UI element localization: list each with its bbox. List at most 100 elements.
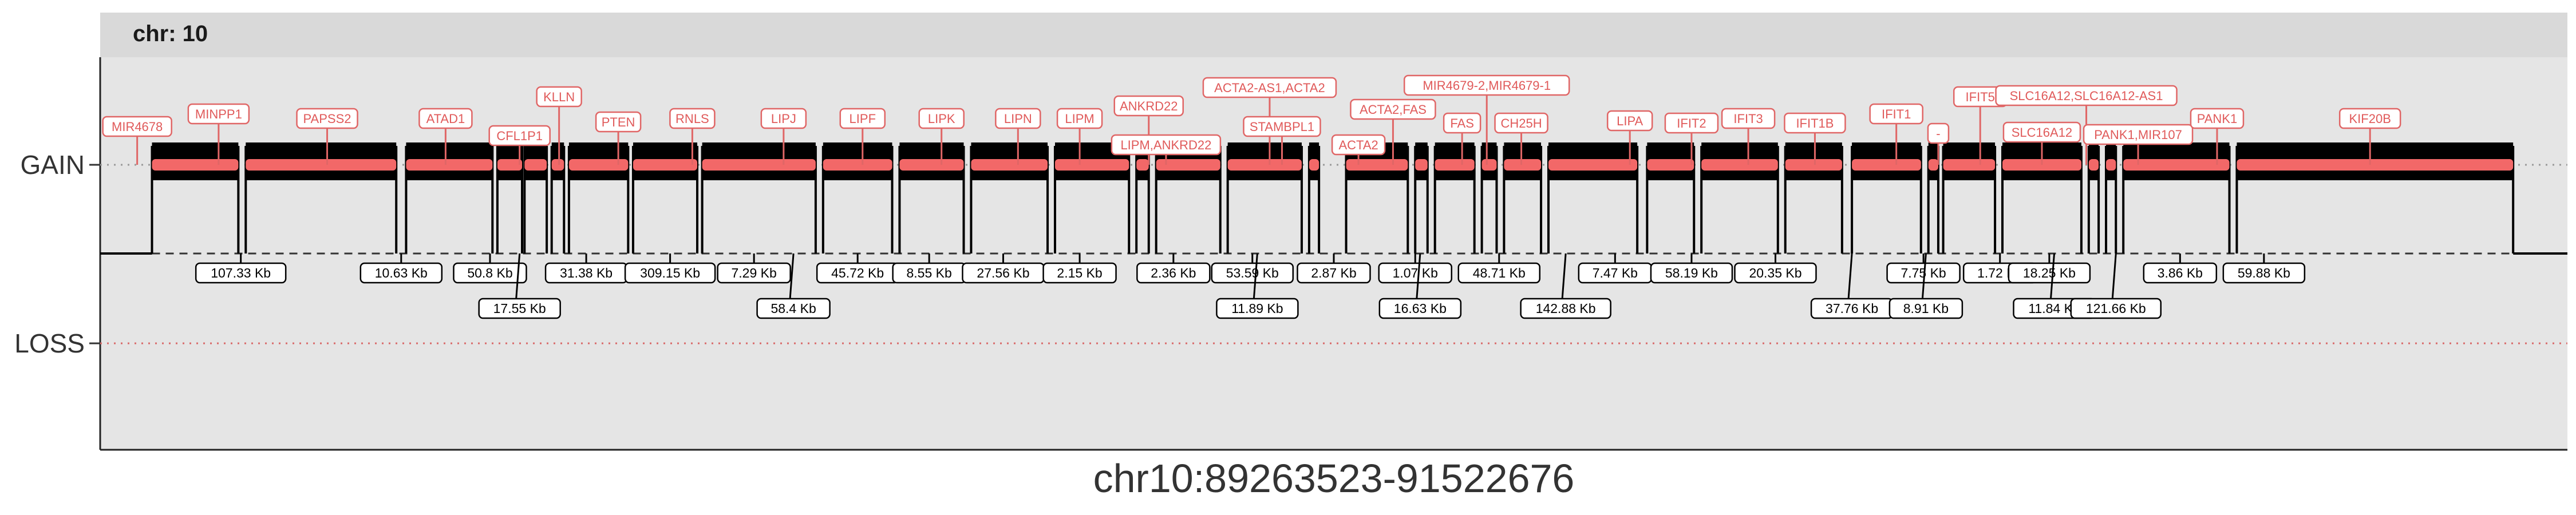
gain-segment	[702, 159, 816, 171]
gene-label: -	[1936, 126, 1940, 141]
gene-label: IFIT1B	[1796, 116, 1834, 130]
gap-label-box	[453, 262, 527, 284]
gene-label-box	[2083, 124, 2194, 145]
gap-annotations: 107.33 Kb 10.63 Kb 50.8 Kb 17.55 Kb 31.38 Kb…	[195, 253, 2306, 319]
gap-label-box	[2070, 298, 2162, 319]
gene-annotations: MIR4678 MINPP1 PAPSS2 ATAD1 CFL1P1 KLLN PTEN RN…	[102, 74, 2401, 165]
gene-label: MIR4679-2,MIR4679-1	[1423, 78, 1551, 93]
gene-label: LIPA	[1617, 114, 1643, 128]
gene-label: PTEN	[602, 115, 635, 129]
gene-label-box	[187, 103, 250, 125]
gap-label-box	[1650, 262, 1733, 284]
gap-label-box	[1457, 262, 1541, 284]
gap-label: 1.07 Kb	[1393, 266, 1438, 280]
gene-label: KLLN	[543, 90, 575, 104]
gap-label: 7.29 Kb	[732, 266, 777, 280]
gap-label: 2.15 Kb	[1057, 266, 1102, 280]
gap-label: 10.63 Kb	[375, 266, 428, 280]
gap-label: 17.55 Kb	[493, 301, 546, 316]
gain-segment	[1548, 159, 1638, 171]
gene-label: ANKRD22	[1120, 99, 1178, 113]
gene-label: CH25H	[1500, 116, 1542, 130]
gap-leader	[1847, 253, 1853, 299]
gene-label-box	[1494, 112, 1548, 134]
gene-label-box	[418, 108, 473, 129]
gap-label: 27.56 Kb	[977, 266, 1029, 280]
gap-label: 2.36 Kb	[1151, 266, 1196, 280]
gain-segment	[1156, 159, 1220, 171]
gene-label: IFIT2	[1677, 116, 1706, 130]
gap-label: 2.87 Kb	[1311, 266, 1356, 280]
gene-label-box	[1331, 134, 1386, 156]
gap-label: 58.4 Kb	[771, 301, 816, 316]
gain-segment	[1309, 159, 1319, 171]
gap-label: 31.38 Kb	[560, 266, 613, 280]
gap-label-box	[1211, 262, 1294, 284]
gap-label: 11.89 Kb	[1231, 301, 1283, 316]
gap-label-box	[1136, 262, 1211, 284]
gene-label: MINPP1	[195, 107, 242, 121]
gene-label: SLC16A12,SLC16A12-AS1	[2010, 89, 2163, 103]
gap-label: 20.35 Kb	[1749, 266, 1801, 280]
y-tick-label-gain: GAIN	[21, 150, 85, 180]
gap-label-box	[1888, 298, 1963, 319]
gene-label-box	[1350, 98, 1436, 120]
gap-label: 8.91 Kb	[1903, 301, 1949, 316]
gain-segment	[1415, 159, 1428, 171]
gene-label: STAMBPL1	[1250, 120, 1314, 134]
gene-label: LIPM	[1065, 112, 1094, 126]
y-axis-labels: GAIN LOSS	[14, 150, 100, 358]
gene-label: ATAD1	[426, 112, 465, 126]
gain-segment	[1504, 159, 1542, 171]
gene-label: RNLS	[675, 112, 709, 126]
gain-segment	[2106, 159, 2116, 171]
gene-label-box	[1403, 74, 1570, 96]
gap-label-box	[717, 262, 791, 284]
gap-label-box	[1378, 298, 1462, 319]
gene-label-box	[2338, 108, 2401, 129]
gap-label: 48.71 Kb	[1473, 266, 1526, 280]
gene-label-box	[2002, 121, 2081, 143]
gene-label-box	[839, 108, 886, 129]
gap-label-box	[1378, 262, 1452, 284]
gap-leader	[1561, 253, 1567, 299]
gap-label-box	[1520, 298, 1611, 319]
gene-label: PAPSS2	[303, 112, 351, 126]
gap-label-box	[2143, 262, 2218, 284]
gap-label: 18.25 Kb	[2023, 266, 2076, 280]
gap-label: 58.19 Kb	[1665, 266, 1718, 280]
gap-label: 107.33 Kb	[211, 266, 271, 280]
gap-label-box	[195, 262, 287, 284]
gain-segment	[497, 159, 523, 171]
gain-segment	[1346, 159, 1408, 171]
gap-label: 3.86 Kb	[2158, 266, 2203, 280]
gene-label: IFIT5	[1966, 90, 1995, 104]
gain-segment	[246, 159, 397, 171]
gain-segment	[568, 159, 629, 171]
gap-label-box	[1042, 262, 1117, 284]
gene-label: SLC16A12	[2012, 125, 2072, 140]
gain-segment	[1647, 159, 1694, 171]
gain-segment	[1435, 159, 1475, 171]
gap-leader	[2111, 253, 2117, 299]
gap-label-box	[1297, 262, 1371, 284]
gain-segment	[2123, 159, 2230, 171]
facet-label: chr: 10	[133, 21, 208, 46]
gene-label: LIPK	[928, 112, 955, 126]
gain-segment	[524, 159, 547, 171]
gap-label: 50.8 Kb	[467, 266, 512, 280]
gap-label-box	[624, 262, 716, 284]
gene-label-box	[1113, 95, 1184, 117]
gap-label: 142.88 Kb	[1536, 301, 1596, 316]
gain-segment	[1136, 159, 1149, 171]
gene-label-box	[102, 116, 172, 137]
gene-label: IFIT3	[1733, 112, 1763, 126]
gap-label: 7.47 Kb	[1593, 266, 1638, 280]
gap-label: 45.72 Kb	[831, 266, 884, 280]
gain-segment	[406, 159, 493, 171]
gene-label: MIR4678	[112, 120, 163, 134]
gap-label: 37.76 Kb	[1826, 301, 1878, 316]
gene-label-box	[1111, 134, 1222, 156]
gap-leader	[789, 253, 795, 299]
